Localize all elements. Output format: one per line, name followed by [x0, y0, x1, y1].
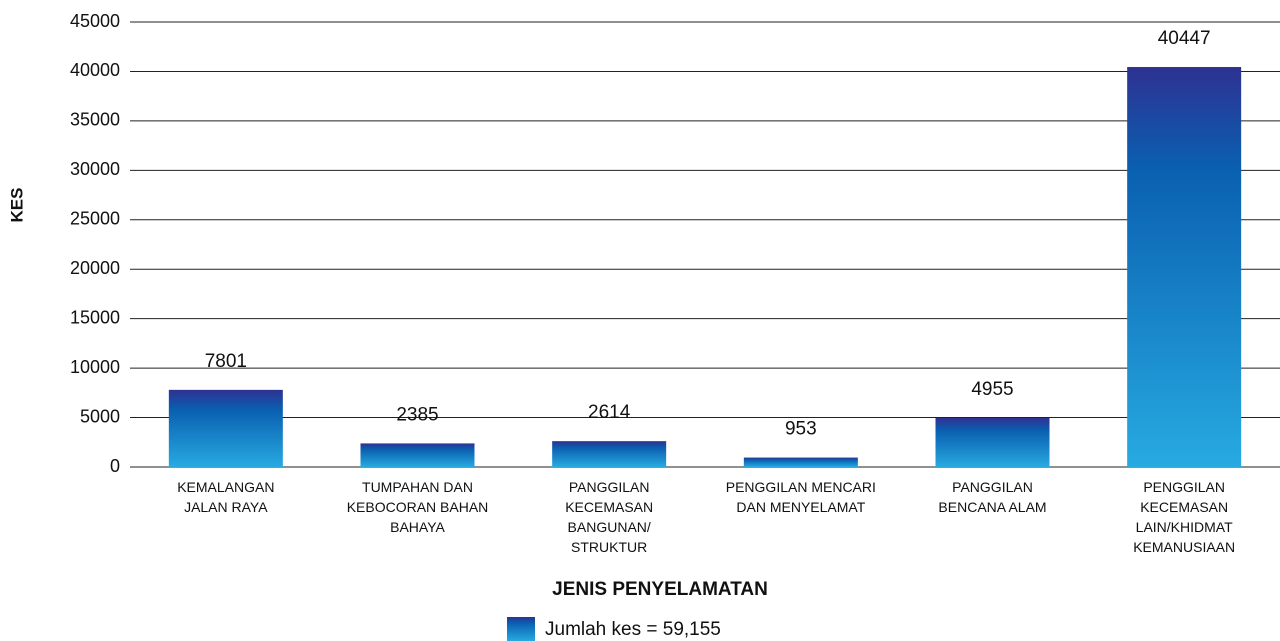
value-label: 2614 — [588, 402, 631, 423]
y-tick-label: 45000 — [70, 11, 120, 31]
bar — [935, 418, 1050, 467]
bar — [168, 389, 283, 467]
y-tick-label: 30000 — [70, 159, 120, 179]
y-tick-label: 35000 — [70, 110, 120, 130]
y-axis-title: KES — [7, 188, 26, 223]
legend-label: Jumlah kes = 59,155 — [545, 619, 721, 640]
legend-swatch — [507, 617, 535, 641]
bar — [360, 443, 475, 467]
bar — [1127, 67, 1242, 467]
value-label: 4955 — [971, 379, 1013, 400]
y-tick-label: 15000 — [70, 307, 120, 327]
y-tick-label: 25000 — [70, 209, 120, 229]
x-tick-label: PANGGILAN BENCANA ALAM — [938, 479, 1046, 515]
value-label: 2385 — [396, 404, 438, 425]
x-tick-label: PENGGILAN MENCARI DAN MENYELAMAT — [726, 479, 876, 515]
value-label: 7801 — [205, 351, 247, 372]
y-tick-label: 0 — [110, 456, 120, 476]
x-tick-label: KEMALANGAN JALAN RAYA — [177, 479, 274, 515]
x-tick-label: PENGGILAN KECEMASAN LAIN/KHIDMAT KEMANUSIAA… — [1133, 479, 1235, 555]
x-axis-title: JENIS PENYELAMATAN — [552, 579, 768, 600]
bar — [743, 457, 858, 467]
y-tick-label: 5000 — [80, 406, 120, 426]
y-tick-label: 40000 — [70, 60, 120, 80]
x-tick-label: PANGGILAN KECEMASAN BANGUNAN/STRUKTUR — [565, 479, 653, 555]
value-label: 40447 — [1158, 28, 1211, 49]
y-tick-label: 20000 — [70, 258, 120, 278]
bar — [552, 441, 667, 467]
value-label: 953 — [785, 419, 817, 440]
y-tick-label: 10000 — [70, 357, 120, 377]
x-tick-label: TUMPAHAN DAN KEBOCORAN BAHAN BAHAYA — [347, 479, 489, 535]
